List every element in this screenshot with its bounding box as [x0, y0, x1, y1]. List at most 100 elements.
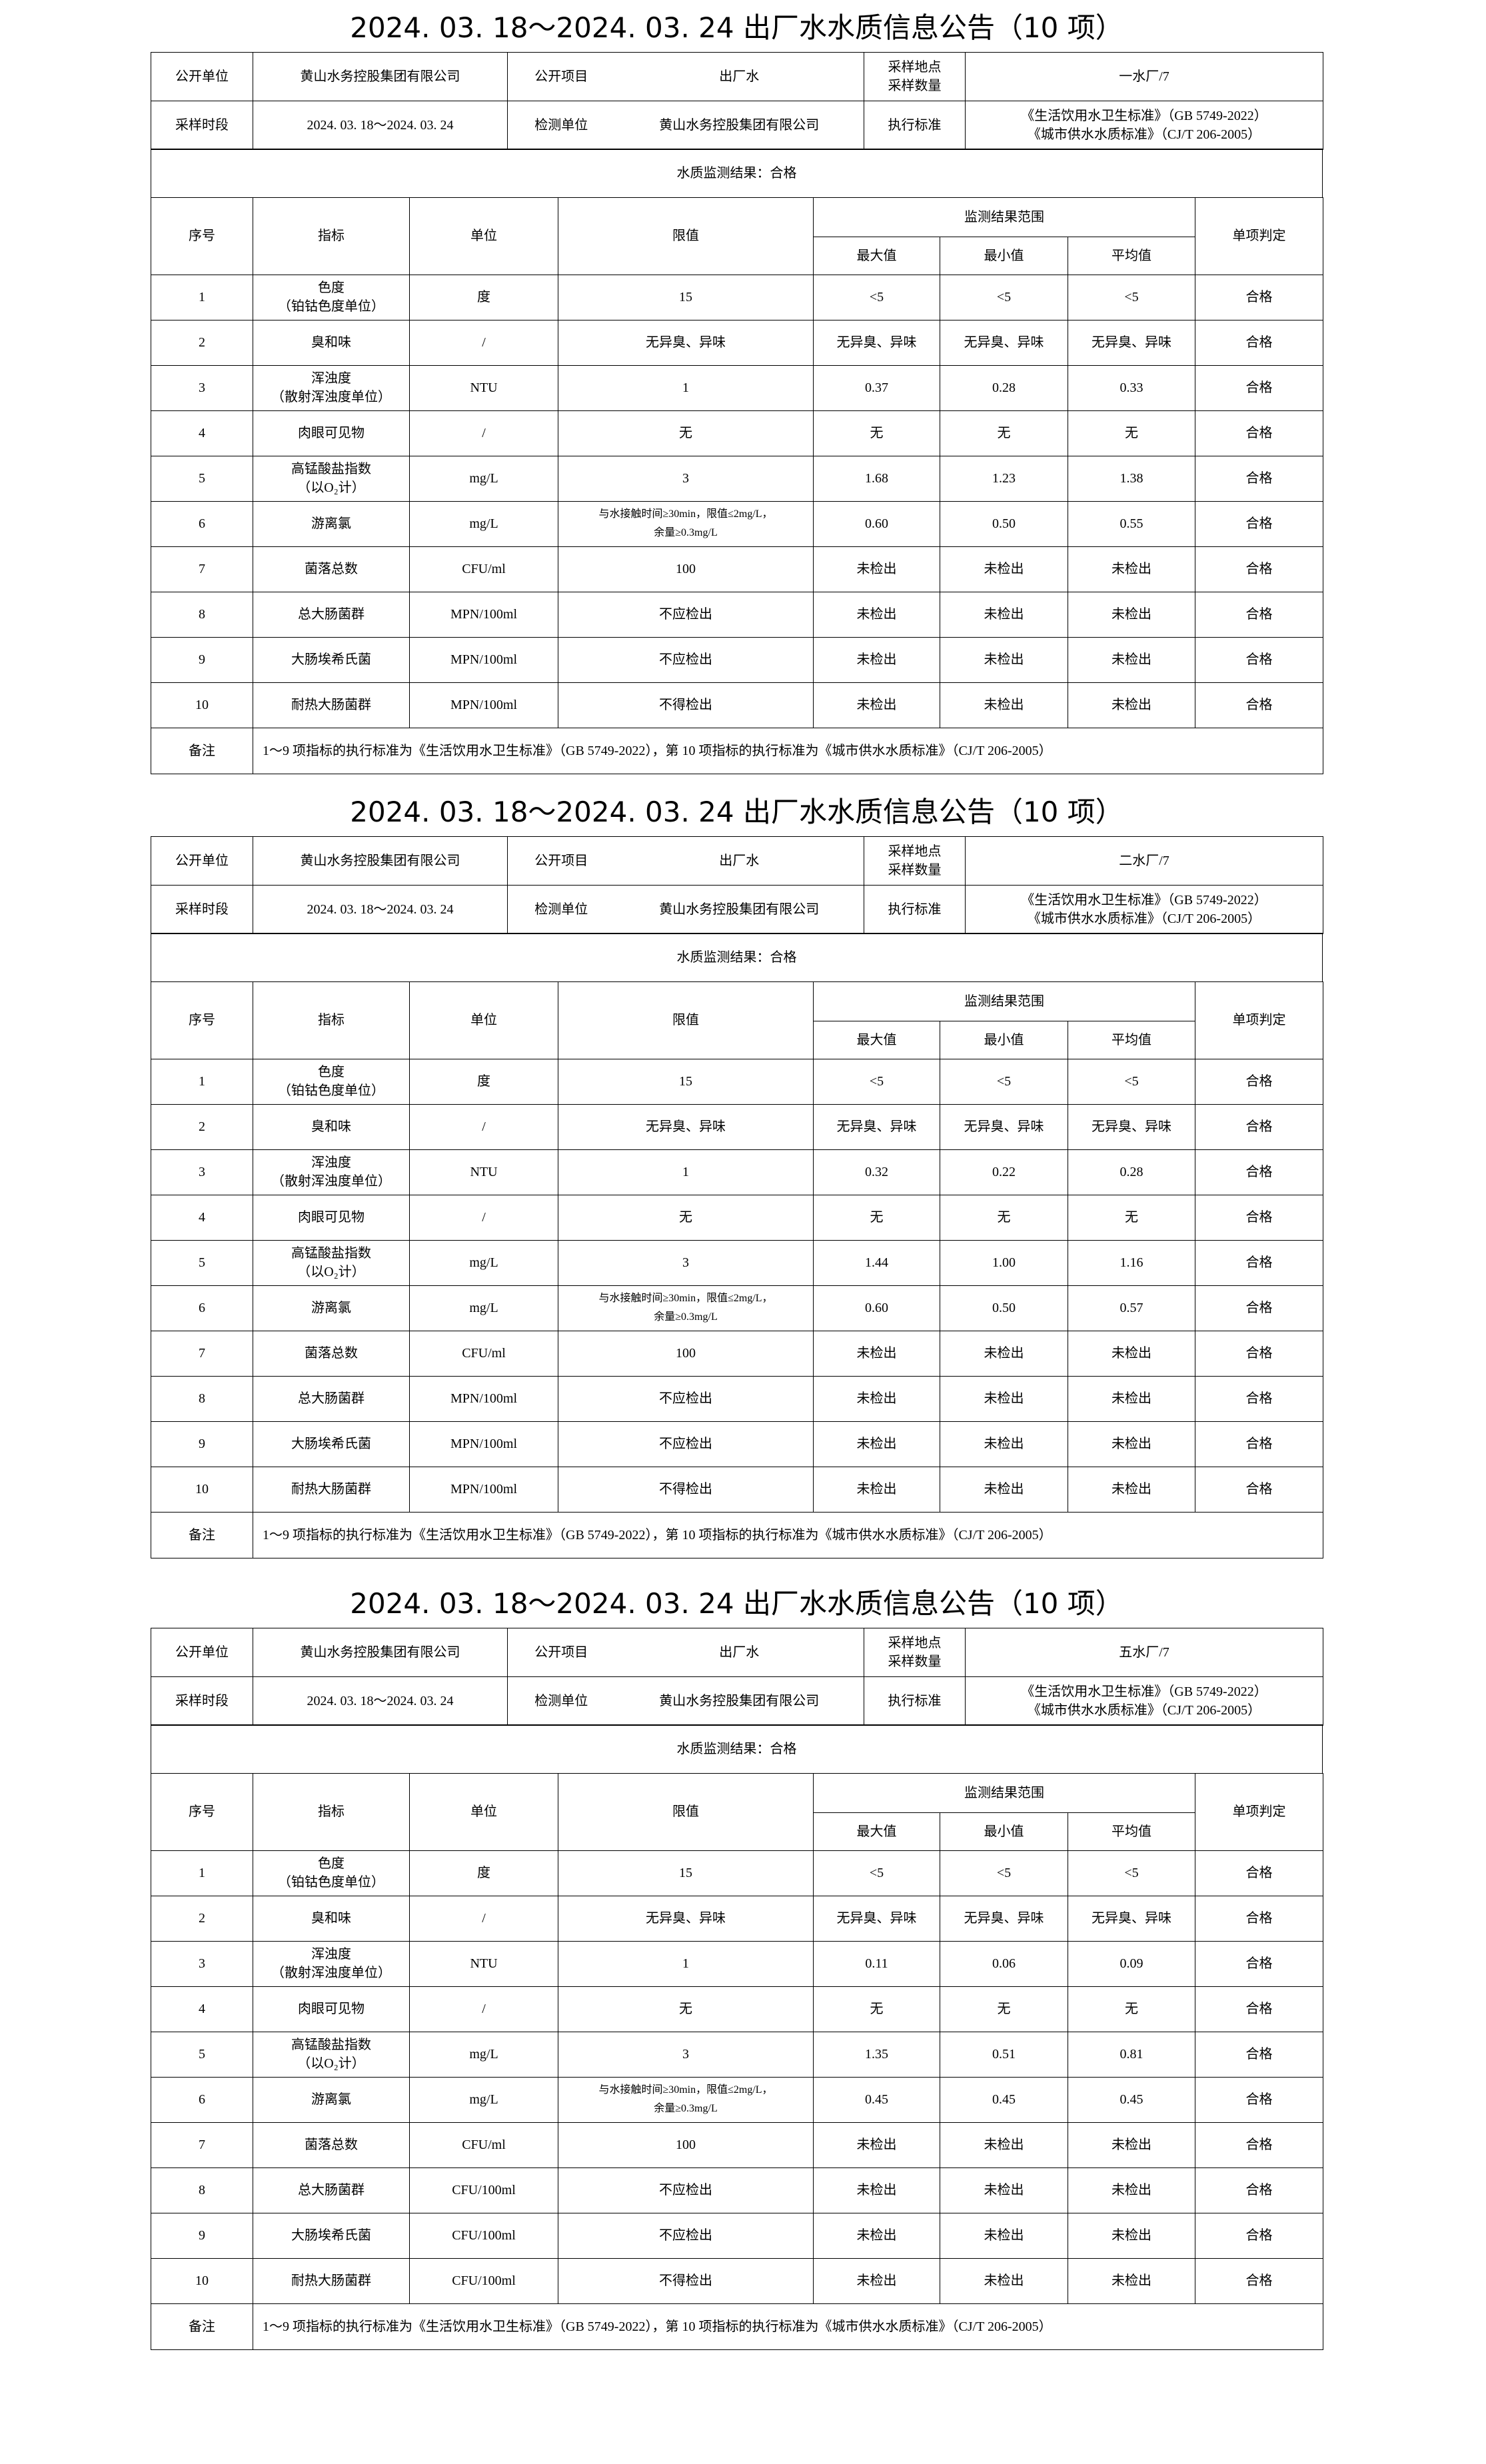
overall-result: 水质监测结果：合格 — [151, 1724, 1323, 1774]
row-limit-line: 无异臭、异味 — [646, 335, 726, 350]
row-indicator-line: （散射浑浊度单位） — [271, 1966, 391, 1980]
row-limit: 15 — [558, 1850, 814, 1896]
period-label: 采样时段 — [151, 100, 253, 150]
row-avg: <5 — [1068, 1058, 1195, 1105]
remark-row: 备注 1～9 项指标的执行标准为《生活饮用水卫生标准》（GB 5749-2022）… — [151, 727, 1323, 774]
row-limit-line: 不得检出 — [659, 1482, 712, 1497]
period-value: 2024. 03. 18～2024. 03. 24 — [253, 100, 508, 150]
row-avg: 未检出 — [1068, 1330, 1195, 1377]
row-max: 未检出 — [813, 2257, 940, 2304]
row-unit: mg/L — [409, 1239, 558, 1286]
row-min: 1.23 — [940, 455, 1068, 502]
row-limit: 不得检出 — [558, 2257, 814, 2304]
header-verdict: 单项判定 — [1195, 197, 1323, 275]
header-limit: 限值 — [558, 197, 814, 275]
header-min: 最小值 — [940, 236, 1068, 275]
location-count-label: 采样地点 采样数量 — [864, 1627, 966, 1677]
row-no: 9 — [151, 636, 253, 683]
row-limit: 与水接触时间≥30min，限值≤2mg/L， 余量≥0.3mg/L — [558, 500, 814, 547]
location-count-label: 采样地点 采样数量 — [864, 836, 966, 886]
row-verdict: 合格 — [1195, 1103, 1323, 1150]
row-indicator: 耐热大肠菌群 — [253, 682, 410, 728]
header-row: 序号 指标 单位 限值 监测结果范围 单项判定 — [151, 981, 1323, 1059]
subheader-row: 最大值 最小值 平均值 — [151, 236, 1323, 275]
row-max: 1.35 — [813, 2031, 940, 2078]
row-max: 0.11 — [813, 1940, 940, 1987]
row-limit-line: 3 — [682, 471, 689, 486]
table-row: 3 浑浊度 （散射浑浊度单位） NTU 1 0.37 0.28 0.33 合格 — [151, 364, 1323, 411]
lab-label: 检测单位 — [507, 1676, 615, 1726]
standard-value-line: 《生活饮用水卫生标准》（GB 5749-2022） — [1021, 1684, 1267, 1699]
row-limit-line: 100 — [676, 1346, 696, 1361]
info-row-period: 采样时段 2024. 03. 18～2024. 03. 24 检测单位 黄山水务控股集… — [151, 1676, 1323, 1726]
table-row: 8 总大肠菌群 CFU/100ml 不应检出 未检出 未检出 未检出 合格 — [151, 2167, 1323, 2213]
row-max: 未检出 — [813, 2212, 940, 2259]
table-row: 3 浑浊度 （散射浑浊度单位） NTU 1 0.11 0.06 0.09 合格 — [151, 1940, 1323, 1987]
location-count-label-line: 采样数量 — [888, 862, 942, 878]
row-verdict: 合格 — [1195, 1940, 1323, 1987]
row-limit: 1 — [558, 364, 814, 411]
row-verdict: 合格 — [1195, 1421, 1323, 1467]
standard-value: 《生活饮用水卫生标准》（GB 5749-2022） 《城市供水水质标准》（CJ/T… — [965, 1676, 1323, 1726]
row-indicator-line: 高锰酸盐指数 — [291, 462, 371, 476]
row-no: 4 — [151, 1194, 253, 1241]
row-limit-line: 无异臭、异味 — [646, 1911, 726, 1926]
lab-value: 黄山水务控股集团有限公司 — [614, 100, 864, 150]
water-quality-table: 公开单位 黄山水务控股集团有限公司 公开项目 出厂水 采样地点 采样数量 一水厂/7 采样时段… — [151, 51, 1323, 774]
row-no: 4 — [151, 1986, 253, 2032]
row-limit: 无 — [558, 410, 814, 456]
row-indicator: 菌落总数 — [253, 546, 410, 592]
row-no: 3 — [151, 364, 253, 411]
row-limit: 3 — [558, 2031, 814, 2078]
row-max: 未检出 — [813, 682, 940, 728]
row-avg: 未检出 — [1068, 2257, 1195, 2304]
table-row: 6 游离氯 mg/L 与水接触时间≥30min，限值≤2mg/L， 余量≥0.3mg/L… — [151, 2076, 1323, 2123]
lab-value: 黄山水务控股集团有限公司 — [614, 884, 864, 934]
table-row: 5 高锰酸盐指数 （以O₂计） mg/L 3 1.68 1.23 1.38 合格 — [151, 455, 1323, 502]
row-no: 8 — [151, 2167, 253, 2213]
location-count-value: 二水厂/7 — [965, 836, 1323, 886]
row-no: 7 — [151, 2122, 253, 2168]
row-verdict: 合格 — [1195, 682, 1323, 728]
row-avg: 无异臭、异味 — [1068, 1895, 1195, 1942]
table-row: 8 总大肠菌群 MPN/100ml 不应检出 未检出 未检出 未检出 合格 — [151, 1375, 1323, 1422]
row-min: 未检出 — [940, 591, 1068, 638]
row-avg: 未检出 — [1068, 2212, 1195, 2259]
remark-row: 备注 1～9 项指标的执行标准为《生活饮用水卫生标准》（GB 5749-2022）… — [151, 1511, 1323, 1558]
row-unit: CFU/ml — [409, 1330, 558, 1377]
row-max: 未检出 — [813, 1330, 940, 1377]
row-limit-line: 余量≥0.3mg/L — [654, 527, 718, 538]
row-avg: 无 — [1068, 410, 1195, 456]
notice-title: 2024. 03. 18～2024. 03. 24 出厂水水质信息公告（10 项… — [350, 1587, 1123, 1620]
row-indicator-line: 高锰酸盐指数 — [291, 2038, 371, 2052]
row-verdict: 合格 — [1195, 2031, 1323, 2078]
row-limit: 不得检出 — [558, 682, 814, 728]
header-indicator: 指标 — [253, 981, 410, 1059]
row-min: 0.06 — [940, 1940, 1068, 1987]
location-count-value: 五水厂/7 — [965, 1627, 1323, 1677]
header-row: 序号 指标 单位 限值 监测结果范围 单项判定 — [151, 197, 1323, 275]
row-min: 0.51 — [940, 2031, 1068, 2078]
table-row: 10 耐热大肠菌群 CFU/100ml 不得检出 未检出 未检出 未检出 合格 — [151, 2257, 1323, 2304]
row-no: 2 — [151, 1895, 253, 1942]
overall-result: 水质监测结果：合格 — [151, 933, 1323, 982]
row-limit-line: 1 — [682, 380, 689, 395]
row-max: 0.37 — [813, 364, 940, 411]
row-max: 无异臭、异味 — [813, 1895, 940, 1942]
row-indicator: 菌落总数 — [253, 2122, 410, 2168]
row-limit: 15 — [558, 1058, 814, 1105]
row-indicator-line: 大肠埃希氏菌 — [291, 2228, 371, 2243]
standard-label: 执行标准 — [864, 884, 966, 934]
row-unit: mg/L — [409, 500, 558, 547]
standard-value: 《生活饮用水卫生标准》（GB 5749-2022） 《城市供水水质标准》（CJ/T… — [965, 100, 1323, 150]
row-verdict: 合格 — [1195, 1194, 1323, 1241]
row-max: 未检出 — [813, 2167, 940, 2213]
period-label: 采样时段 — [151, 1676, 253, 1726]
water-quality-table: 公开单位 黄山水务控股集团有限公司 公开项目 出厂水 采样地点 采样数量 五水厂/7 采样时段… — [151, 1627, 1323, 2350]
row-min: 无异臭、异味 — [940, 1103, 1068, 1150]
location-count-value: 一水厂/7 — [965, 51, 1323, 101]
table-row: 10 耐热大肠菌群 MPN/100ml 不得检出 未检出 未检出 未检出 合格 — [151, 1466, 1323, 1513]
row-limit: 不应检出 — [558, 1421, 814, 1467]
row-limit: 不应检出 — [558, 591, 814, 638]
info-row-publisher: 公开单位 黄山水务控股集团有限公司 公开项目 出厂水 采样地点 采样数量 一水厂/7 — [151, 51, 1323, 101]
